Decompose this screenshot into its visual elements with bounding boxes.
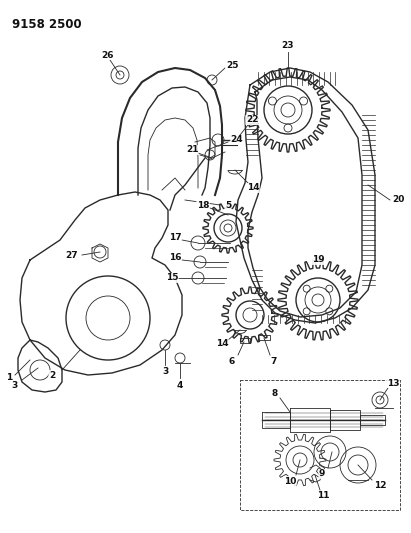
Text: 6: 6 xyxy=(229,358,235,367)
Text: 14: 14 xyxy=(216,340,229,349)
Text: 1: 1 xyxy=(6,374,12,383)
Text: 10: 10 xyxy=(284,477,296,486)
Text: 27: 27 xyxy=(66,251,79,260)
Text: 3: 3 xyxy=(11,381,17,390)
Text: 16: 16 xyxy=(169,254,181,262)
Text: 26: 26 xyxy=(101,51,113,60)
Text: 18: 18 xyxy=(197,200,209,209)
Text: 21: 21 xyxy=(186,146,198,155)
Text: 14: 14 xyxy=(247,183,259,192)
Text: 20: 20 xyxy=(392,196,404,205)
Text: 19: 19 xyxy=(312,255,324,264)
Text: 11: 11 xyxy=(317,491,329,500)
Text: 9158 2500: 9158 2500 xyxy=(12,18,82,31)
Text: 24: 24 xyxy=(231,135,243,144)
Text: 25: 25 xyxy=(226,61,238,69)
Text: 15: 15 xyxy=(166,273,178,282)
Text: 12: 12 xyxy=(374,481,386,490)
Text: 23: 23 xyxy=(282,42,294,51)
Text: 9: 9 xyxy=(319,470,325,479)
Text: 7: 7 xyxy=(271,358,277,367)
Text: 5: 5 xyxy=(225,200,231,209)
Text: 13: 13 xyxy=(387,378,399,387)
Text: 2: 2 xyxy=(49,370,55,379)
Text: 3: 3 xyxy=(162,367,168,376)
Text: 17: 17 xyxy=(169,233,181,243)
Text: 4: 4 xyxy=(177,381,183,390)
Text: 22: 22 xyxy=(246,116,258,125)
Text: 8: 8 xyxy=(272,389,278,398)
